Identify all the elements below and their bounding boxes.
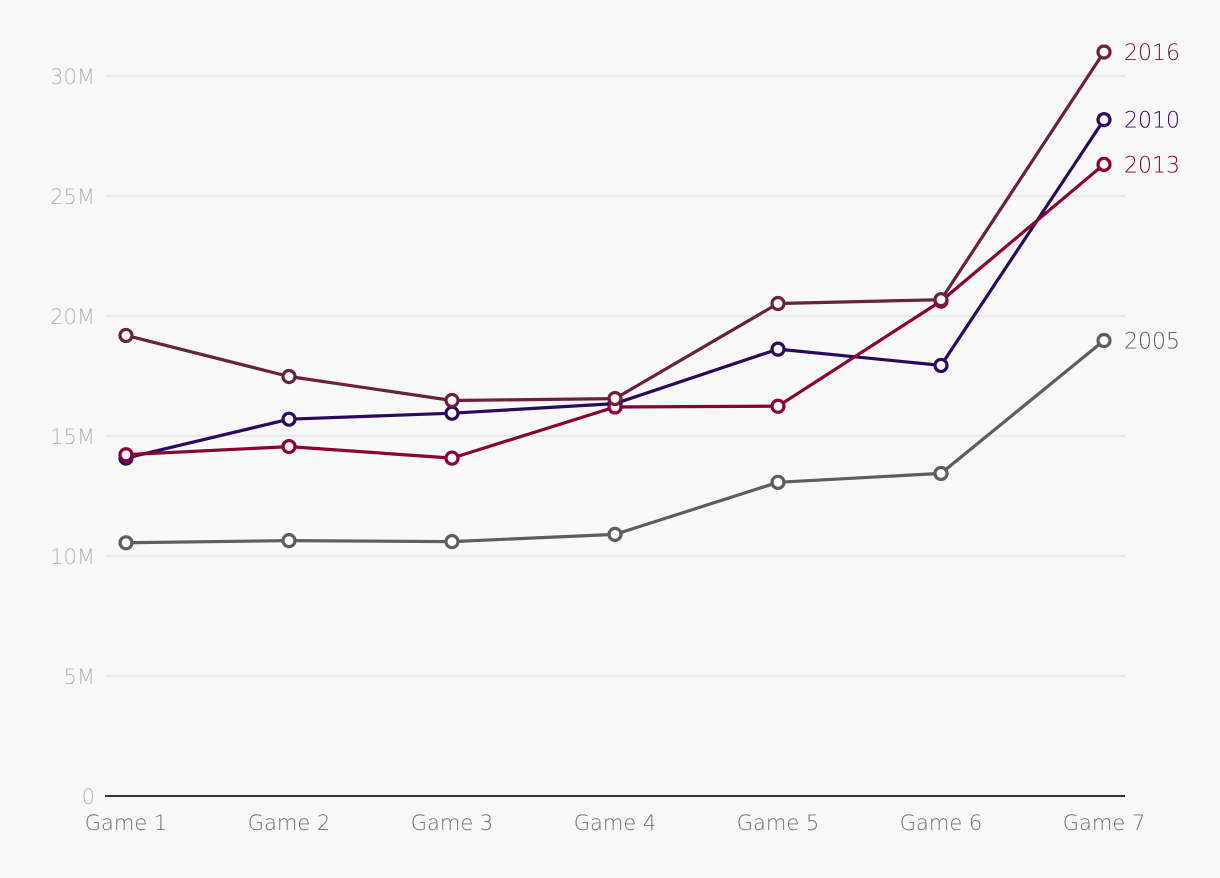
data-point	[933, 465, 949, 482]
y-tick-label: 20M	[50, 305, 95, 329]
series-2010: 2010	[118, 109, 1180, 466]
series-2013: 2013	[118, 153, 1180, 466]
x-tick-label: Game 7	[1063, 811, 1146, 835]
y-tick-label: 30M	[50, 65, 95, 89]
x-tick-label: Game 5	[737, 811, 820, 835]
data-point	[933, 357, 949, 374]
series-label-2005: 2005	[1124, 329, 1180, 354]
y-tick-label: 15M	[50, 425, 95, 449]
gridlines	[105, 75, 1125, 677]
y-tick-label: 25M	[50, 185, 95, 209]
data-point	[281, 411, 297, 427]
x-tick-label: Game 3	[411, 811, 494, 835]
x-tick-label: Game 6	[900, 811, 983, 835]
y-tick-label: 5M	[64, 665, 95, 689]
data-point	[444, 450, 460, 466]
x-tick-label: Game 4	[574, 811, 657, 835]
data-point	[1096, 332, 1112, 349]
data-point	[444, 405, 460, 421]
data-point	[770, 398, 786, 414]
y-tick-label: 0	[82, 785, 95, 809]
x-axis: Game 1 Game 2 Game 3 Game 4 Game 5 Game 6 Game…	[85, 795, 1146, 835]
data-point	[607, 526, 623, 543]
data-point	[118, 327, 134, 344]
series-label-2016: 2016	[1124, 41, 1180, 66]
data-point	[770, 474, 786, 490]
y-axis: 0 5M 10M 15M 20M 25M 30M	[50, 65, 95, 809]
series-label-2010: 2010	[1124, 109, 1180, 134]
series-line-2016	[125, 51, 1106, 403]
series-2016: 2016	[118, 41, 1180, 409]
data-point	[770, 295, 786, 312]
data-point	[118, 447, 134, 463]
data-point	[1096, 112, 1112, 128]
data-point	[281, 533, 297, 549]
data-point	[281, 438, 297, 455]
data-point	[933, 292, 949, 308]
data-point	[1096, 44, 1112, 60]
x-tick-label: Game 2	[248, 811, 331, 835]
data-point	[1096, 156, 1112, 172]
data-point	[770, 341, 786, 357]
data-point	[281, 368, 297, 385]
data-point	[444, 392, 460, 409]
data-point	[607, 390, 623, 407]
series-group: 2005 2010 2013 2016	[118, 41, 1180, 551]
series-2005: 2005	[118, 329, 1180, 551]
data-point	[444, 533, 460, 550]
x-tick-label: Game 1	[85, 811, 168, 835]
data-point	[118, 535, 134, 551]
y-tick-label: 10M	[50, 545, 95, 569]
series-label-2013: 2013	[1124, 153, 1180, 178]
